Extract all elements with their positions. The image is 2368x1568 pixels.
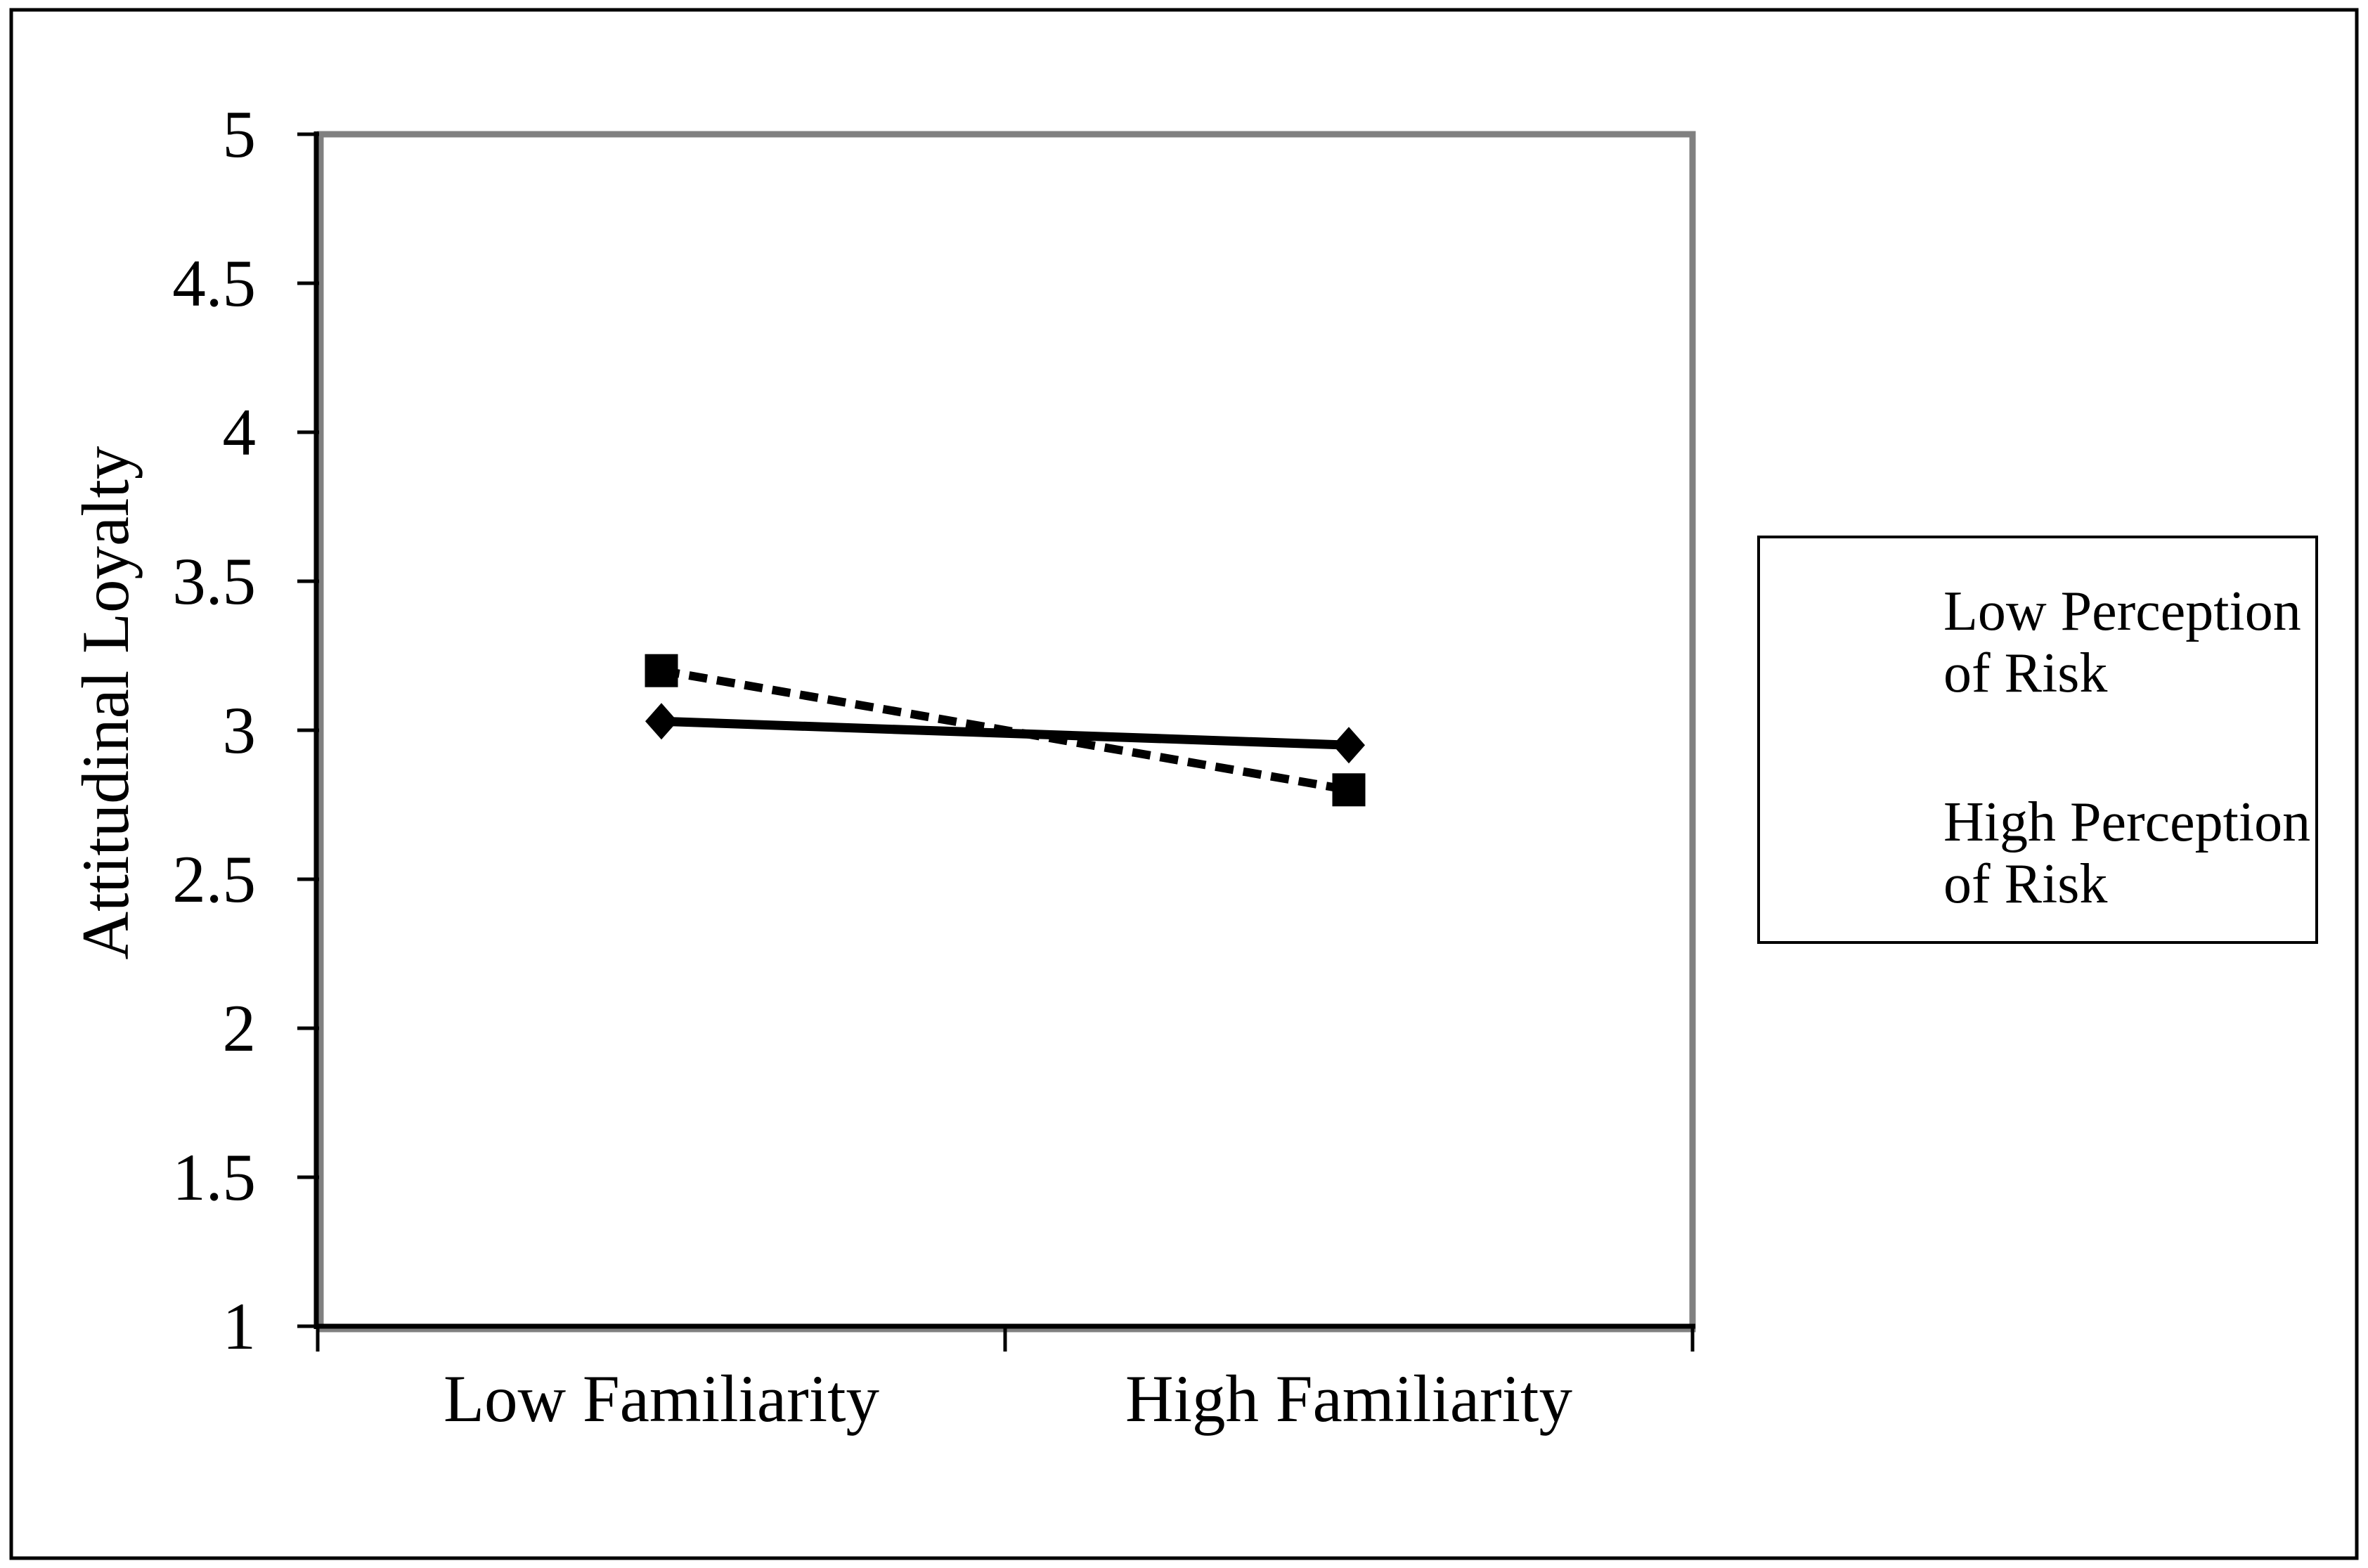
y-tick-label: 1.5 — [172, 1140, 256, 1214]
series-0-diamond-marker — [1333, 727, 1365, 764]
y-tick-label: 3.5 — [172, 544, 256, 618]
legend-box: Low Perception of Risk High Perception o… — [1757, 536, 2318, 944]
series-line-0 — [661, 716, 1350, 750]
y-tick-label: 2 — [222, 991, 257, 1065]
y-tick-label: 4.5 — [172, 246, 256, 320]
y-tick-label: 2.5 — [172, 842, 256, 916]
series-1-square-marker — [1332, 773, 1366, 807]
series-1-square-marker — [645, 654, 678, 687]
y-tick-label: 5 — [222, 97, 257, 171]
y-axis-title: Attitudinal Loyalty — [68, 446, 143, 960]
y-tick-label: 1 — [222, 1289, 257, 1363]
x-category-label: Low Familiarity — [443, 1361, 880, 1436]
outer-border — [9, 8, 2359, 1560]
legend-entry-label-high-perception: High Perception of Risk — [1943, 791, 2311, 915]
y-tick-label: 4 — [222, 395, 257, 469]
series-0-diamond-marker — [645, 703, 678, 740]
legend-entry-label-low-perception: Low Perception of Risk — [1943, 581, 2301, 704]
y-tick-label: 3 — [222, 693, 257, 767]
x-category-label: High Familiarity — [1125, 1361, 1572, 1436]
